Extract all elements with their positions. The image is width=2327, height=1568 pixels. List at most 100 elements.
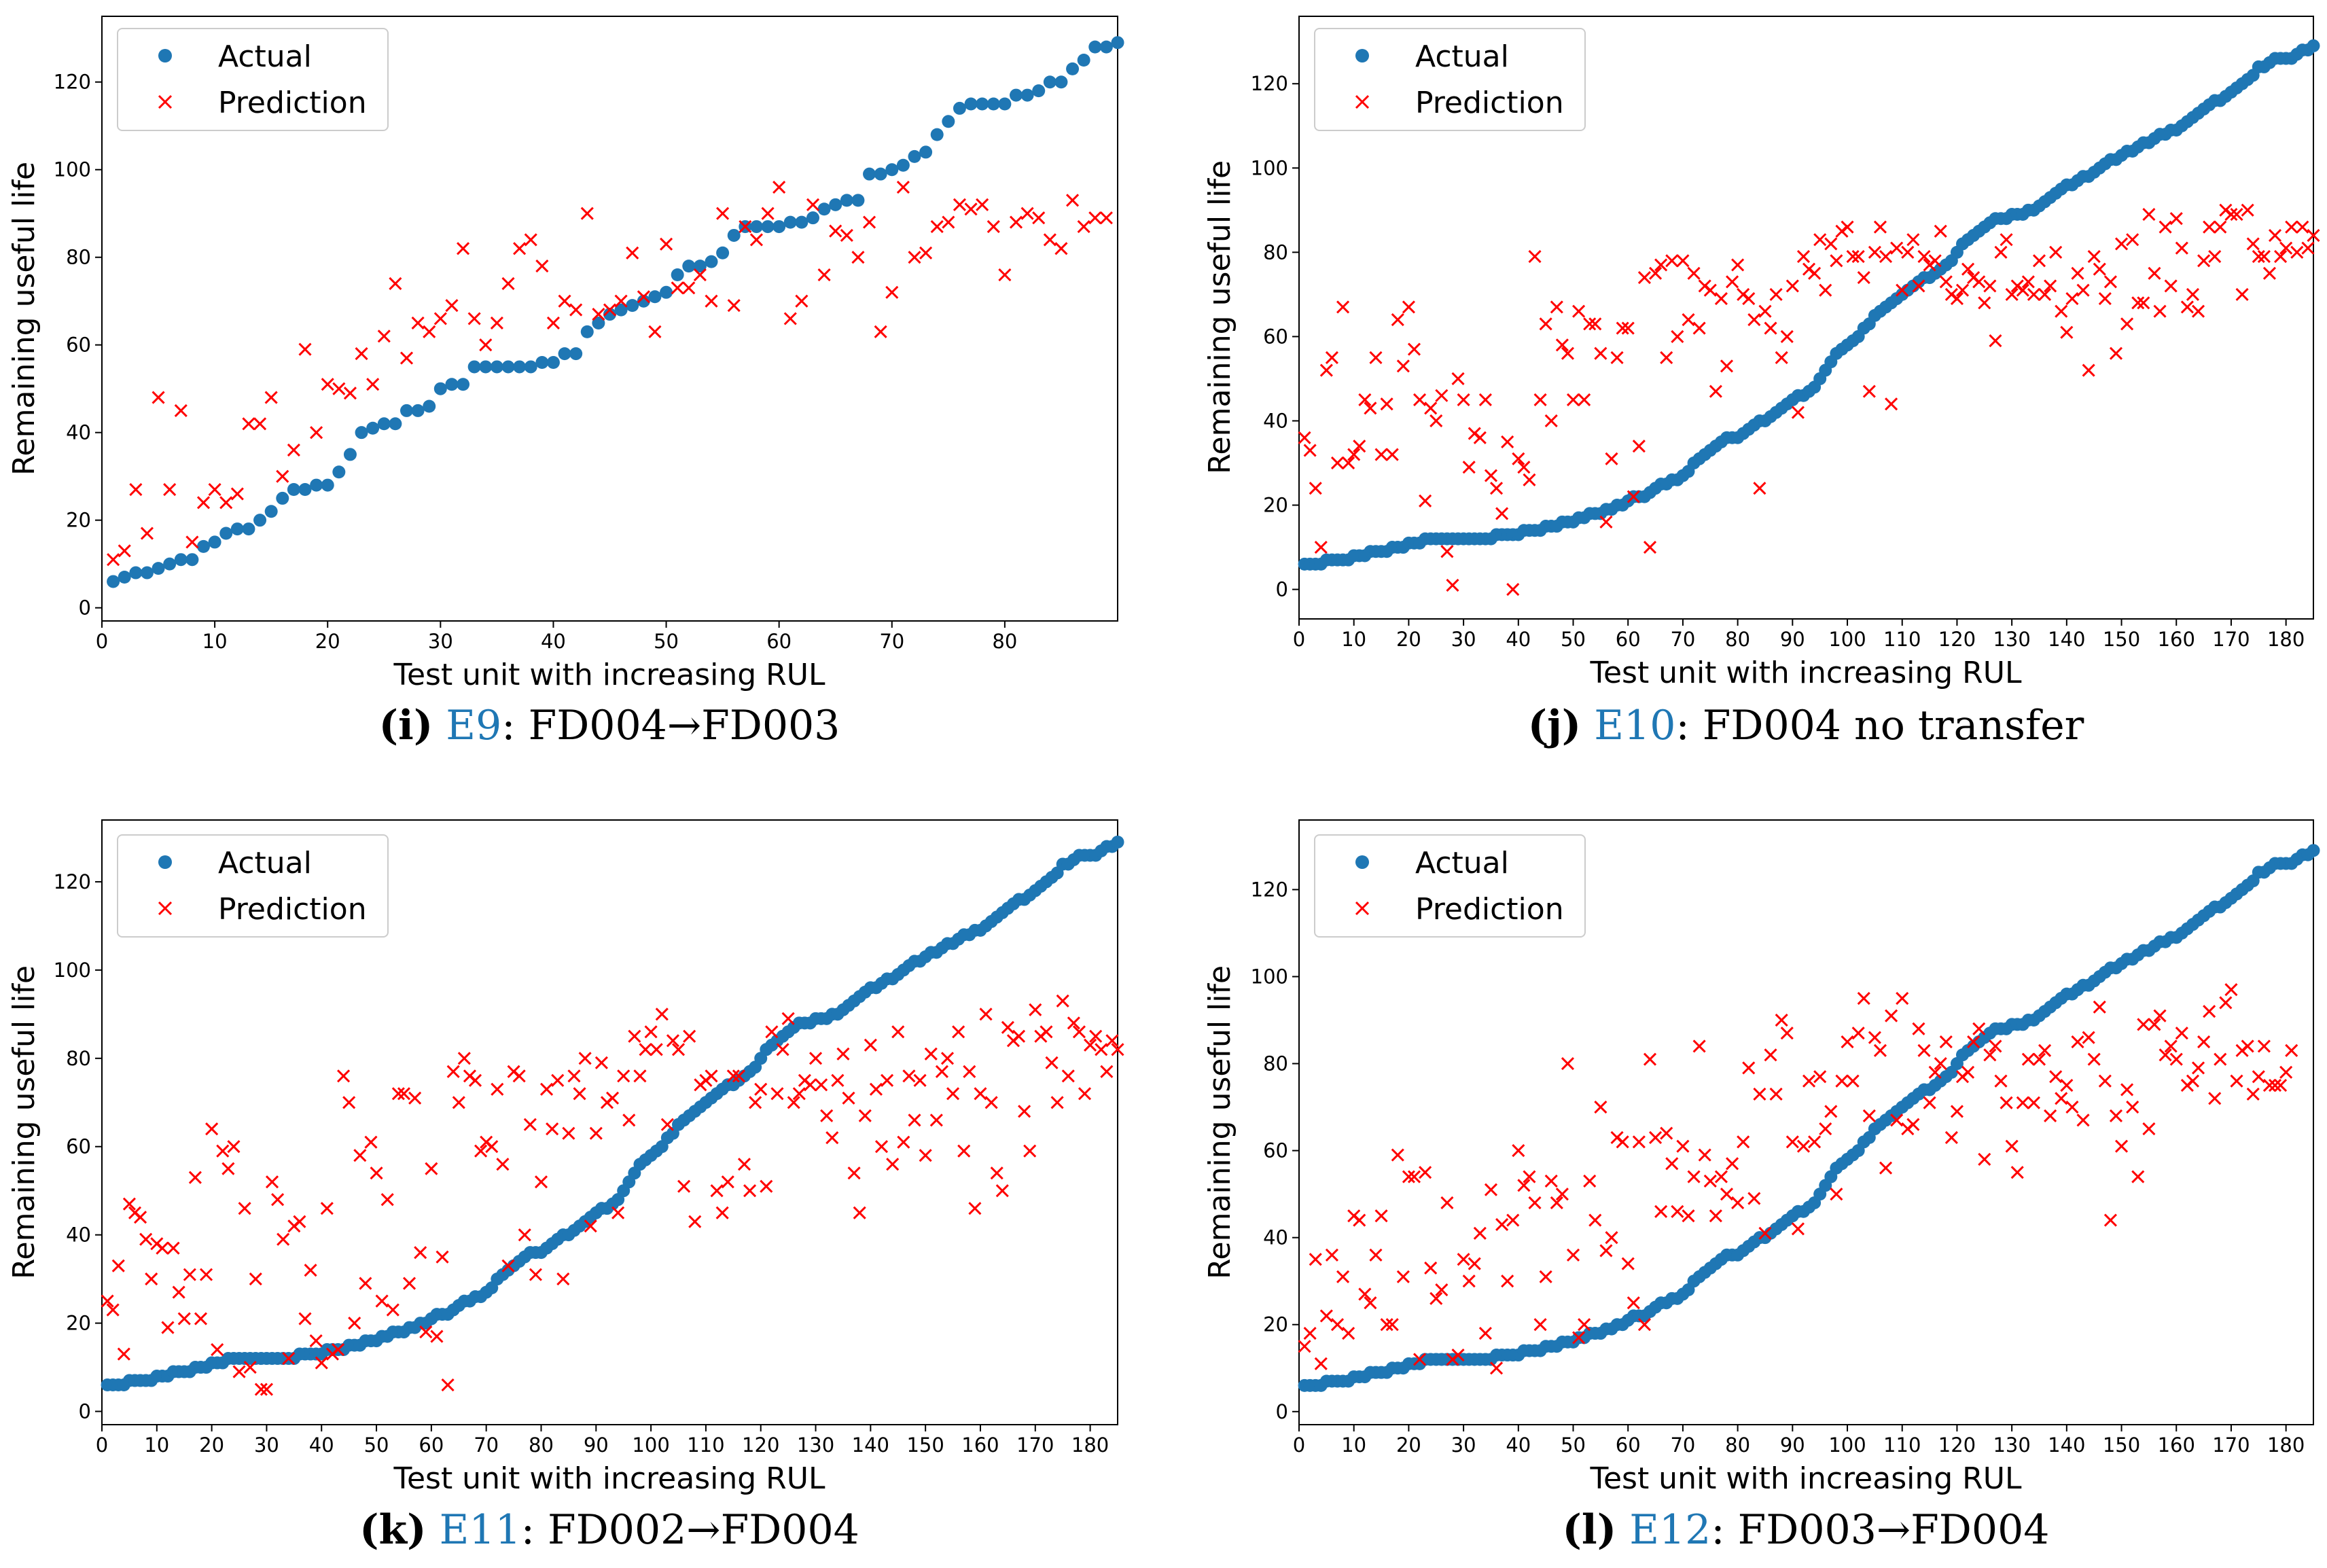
prediction-point xyxy=(1616,1135,1629,1149)
prediction-point xyxy=(1578,1318,1591,1332)
prediction-point xyxy=(2126,1101,2139,1114)
prediction-point xyxy=(2103,275,2117,289)
y-axis-title: Remaining useful life xyxy=(1203,160,1237,474)
actual-point xyxy=(185,553,199,567)
prediction-point xyxy=(781,1012,795,1025)
prediction-point xyxy=(287,443,300,457)
caption-letter: (j) xyxy=(1528,702,1582,749)
prediction-point xyxy=(196,496,211,510)
actual-point xyxy=(727,228,741,242)
prediction-point xyxy=(2103,1213,2117,1227)
prediction-point xyxy=(957,1144,971,1158)
caption-text: : FD002→FD004 xyxy=(521,1506,859,1554)
prediction-point xyxy=(359,1277,372,1290)
prediction-point xyxy=(655,1008,669,1021)
prediction-point xyxy=(2214,220,2227,234)
prediction-point xyxy=(2055,1092,2068,1105)
prediction-point xyxy=(2191,304,2205,318)
actual-point xyxy=(829,198,842,211)
prediction-point xyxy=(2153,304,2167,318)
prediction-point xyxy=(963,1065,976,1078)
prediction-point xyxy=(1364,402,1377,415)
prediction-point xyxy=(1742,292,1756,306)
prediction-point xyxy=(253,417,267,431)
prediction-point xyxy=(177,1312,191,1325)
prediction-point xyxy=(1660,1126,1673,1140)
prediction-point xyxy=(355,347,368,361)
prediction-point xyxy=(524,233,537,247)
prediction-point xyxy=(1594,346,1607,360)
actual-point xyxy=(535,355,549,369)
prediction-point xyxy=(1599,515,1613,529)
actual-point xyxy=(129,566,143,580)
legend-frame xyxy=(1314,28,1586,131)
prediction-point xyxy=(265,1175,279,1189)
prediction-point xyxy=(2274,1079,2288,1092)
prediction-point xyxy=(626,246,639,260)
prediction-point xyxy=(353,1149,367,1162)
prediction-point xyxy=(1457,1253,1470,1266)
prediction-point xyxy=(942,215,955,229)
prediction-point xyxy=(2038,287,2052,301)
prediction-point xyxy=(1572,1331,1586,1344)
prediction-point xyxy=(671,281,684,295)
actual-point xyxy=(817,202,831,216)
actual-point xyxy=(716,246,730,260)
x-tick-label: 20 xyxy=(1396,628,1421,651)
prediction-point xyxy=(298,342,312,356)
prediction-point xyxy=(1758,304,1772,318)
prediction-point xyxy=(1517,1179,1531,1192)
prediction-point xyxy=(659,237,673,251)
legend-frame xyxy=(117,834,389,938)
prediction-point xyxy=(411,316,425,330)
prediction-point xyxy=(1846,1074,1860,1088)
prediction-point xyxy=(1484,1183,1498,1196)
y-tick-label: 60 xyxy=(66,334,91,357)
prediction-point xyxy=(337,1069,351,1083)
prediction-point xyxy=(930,220,944,234)
prediction-point xyxy=(885,285,899,299)
prediction-point xyxy=(107,553,120,567)
caption-experiment-link[interactable]: E10 xyxy=(1594,702,1675,749)
prediction-point xyxy=(749,1096,762,1109)
y-tick-label: 100 xyxy=(1251,965,1288,988)
prediction-point xyxy=(551,1073,565,1087)
caption-experiment-link[interactable]: E9 xyxy=(446,702,501,749)
prediction-point xyxy=(1939,275,1953,289)
prediction-point xyxy=(1012,1029,1026,1043)
prediction-point xyxy=(1088,211,1102,225)
caption-letter: (i) xyxy=(379,702,433,749)
prediction-point xyxy=(534,1175,548,1189)
prediction-point xyxy=(1879,249,1893,264)
prediction-point xyxy=(1676,1139,1690,1153)
prediction-point xyxy=(264,391,278,404)
prediction-point xyxy=(765,1025,779,1039)
prediction-point xyxy=(1950,1105,1964,1118)
prediction-point xyxy=(343,387,357,400)
prediction-point xyxy=(430,1330,444,1343)
prediction-point xyxy=(156,1241,169,1255)
prediction-point xyxy=(715,1206,729,1219)
caption-letter: (k) xyxy=(359,1506,426,1554)
prediction-point xyxy=(2044,279,2057,293)
prediction-point xyxy=(242,417,255,431)
actual-point xyxy=(783,215,797,229)
x-tick-label: 170 xyxy=(2212,628,2250,651)
caption-experiment-link[interactable]: E11 xyxy=(440,1506,521,1554)
prediction-point xyxy=(501,1259,515,1272)
prediction-point xyxy=(1709,1209,1722,1223)
prediction-point xyxy=(2044,1109,2057,1122)
prediction-point xyxy=(2060,1079,2074,1092)
prediction-point xyxy=(1512,1144,1525,1158)
y-axis-title: Remaining useful life xyxy=(7,965,41,1279)
prediction-point xyxy=(1424,1261,1438,1275)
x-tick-label: 170 xyxy=(2212,1433,2250,1457)
legend-prediction-marker xyxy=(1355,94,1370,109)
prediction-point xyxy=(580,207,594,220)
actual-point xyxy=(1111,36,1124,50)
prediction-point xyxy=(881,1073,894,1087)
caption-experiment-link[interactable]: E12 xyxy=(1629,1506,1711,1554)
prediction-point xyxy=(840,228,853,243)
prediction-point xyxy=(1671,1205,1684,1218)
prediction-point xyxy=(1654,1205,1668,1218)
